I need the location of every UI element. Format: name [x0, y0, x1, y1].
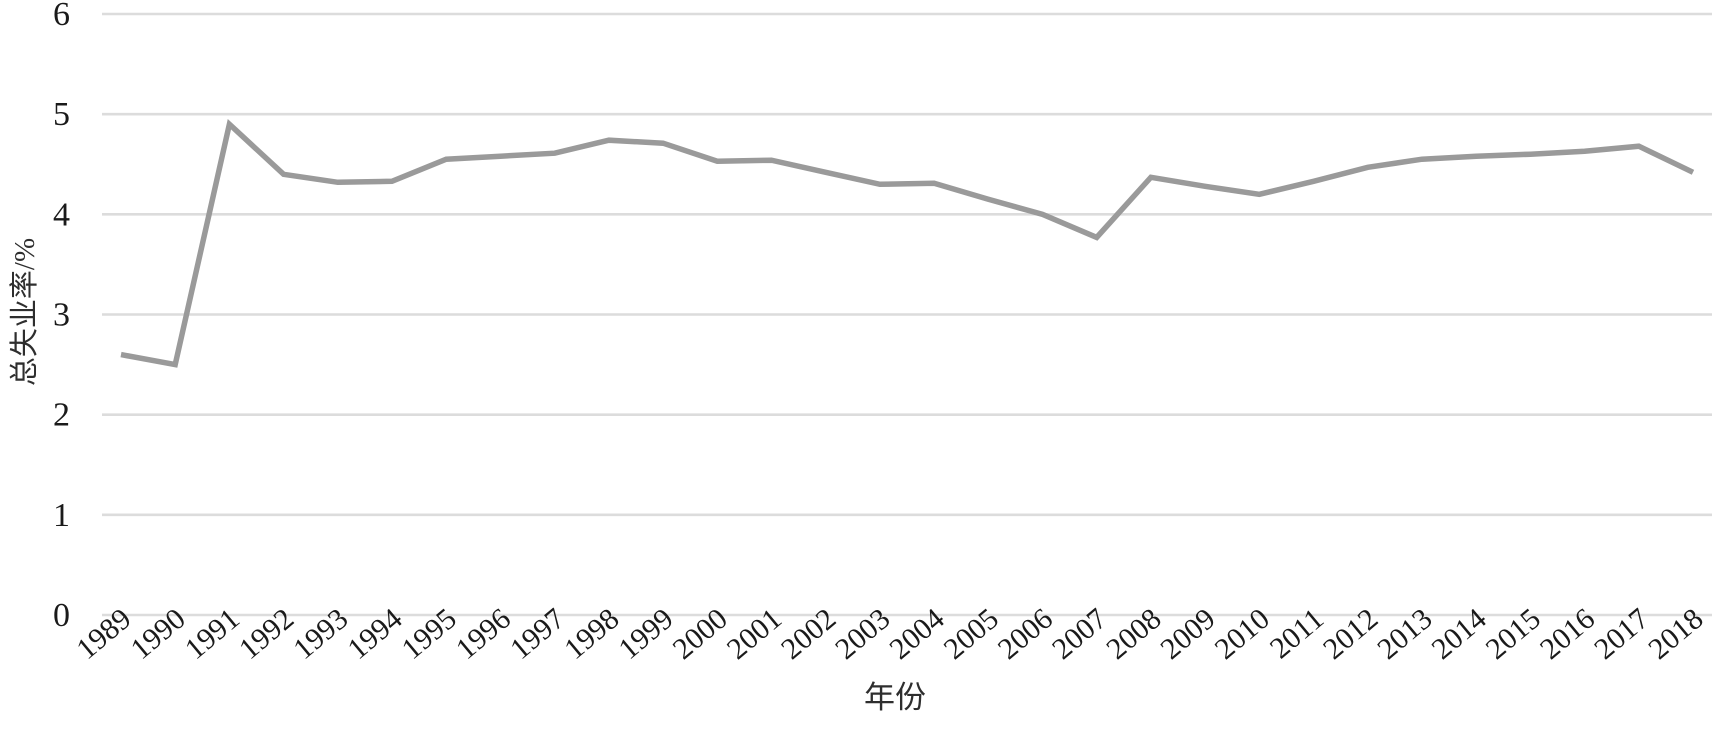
- x-tick-label: 1996: [450, 602, 517, 666]
- x-tick-label: 2015: [1480, 602, 1547, 666]
- series-line: [120, 118, 1695, 368]
- y-tick-label: 3: [53, 297, 70, 334]
- x-tick-label: 2016: [1534, 602, 1601, 666]
- x-tick-label: 2013: [1371, 602, 1438, 666]
- x-tick-label: 1992: [233, 602, 300, 666]
- x-tick-label: 2012: [1317, 602, 1384, 666]
- y-tick-label: 5: [53, 96, 70, 133]
- x-tick-label: 2010: [1209, 602, 1276, 666]
- x-tick-label: 1991: [179, 602, 246, 666]
- x-tick-label: 1994: [341, 602, 408, 666]
- x-tick-label: 2009: [1154, 602, 1221, 666]
- x-tick-label: 1993: [287, 602, 354, 666]
- x-tick-label: 2004: [883, 602, 950, 666]
- x-tick-label: 2001: [721, 602, 788, 666]
- y-axis-tick-labels: 0 1 2 3 4 5 6: [53, 0, 70, 634]
- x-tick-label: 2007: [1046, 602, 1113, 666]
- x-tick-label: 2014: [1425, 602, 1492, 666]
- x-tick-label: 2006: [992, 602, 1059, 666]
- gridlines: [102, 12, 1712, 617]
- y-tick-label: 1: [53, 497, 70, 534]
- y-tick-label: 0: [53, 597, 70, 634]
- x-tick-label: 2011: [1264, 602, 1330, 665]
- x-tick-label: 2018: [1642, 602, 1709, 666]
- y-tick-label: 2: [53, 397, 70, 434]
- x-tick-label: 1998: [558, 602, 625, 666]
- x-tick-label: 1989: [70, 602, 137, 666]
- x-tick-label: 2017: [1588, 602, 1655, 666]
- x-tick-label: 1995: [396, 602, 463, 666]
- x-tick-label: 1997: [504, 602, 571, 666]
- y-axis-title: 总失业率/%: [8, 238, 41, 386]
- x-tick-label: 2008: [1100, 602, 1167, 666]
- x-tick-label: 2002: [775, 602, 842, 666]
- x-tick-label: 1999: [612, 602, 679, 666]
- x-axis-tick-labels: 1989199019911992199319941995199619971998…: [70, 602, 1709, 666]
- x-tick-label: 2005: [938, 602, 1005, 666]
- y-tick-label: 6: [53, 0, 70, 33]
- y-tick-label: 4: [53, 196, 70, 233]
- x-tick-label: 2000: [667, 602, 734, 666]
- x-tick-label: 2003: [829, 602, 896, 666]
- x-tick-label: 1990: [125, 602, 192, 666]
- x-axis-title: 年份: [864, 680, 926, 715]
